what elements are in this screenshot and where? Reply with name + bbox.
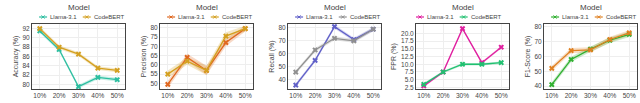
svg-text:Recall (%): Recall (%) [268, 40, 276, 72]
svg-text:30%: 30% [200, 92, 213, 99]
svg-text:50: 50 [278, 63, 286, 70]
svg-text:80: 80 [22, 81, 30, 88]
svg-text:10%: 10% [545, 92, 558, 99]
svg-text:50: 50 [534, 68, 542, 75]
svg-text:Llama-3.1: Llama-3.1 [50, 14, 77, 20]
svg-text:Llama-3.1: Llama-3.1 [427, 14, 454, 20]
svg-text:75: 75 [150, 33, 158, 40]
svg-text:Llama-3.1: Llama-3.1 [306, 14, 333, 20]
svg-text:20%: 20% [53, 92, 66, 99]
svg-text:80: 80 [150, 24, 158, 31]
svg-text:Model: Model [324, 3, 346, 12]
svg-text:70: 70 [278, 37, 286, 44]
svg-text:40%: 40% [91, 92, 104, 99]
svg-text:30%: 30% [72, 92, 85, 99]
svg-text:86: 86 [22, 53, 30, 60]
svg-text:10%: 10% [289, 92, 302, 99]
svg-text:40%: 40% [219, 92, 232, 99]
svg-text:40%: 40% [603, 92, 616, 99]
svg-text:CodeBERT: CodeBERT [94, 14, 125, 20]
svg-text:50%: 50% [367, 92, 380, 99]
svg-text:90: 90 [22, 34, 30, 41]
svg-text:65: 65 [150, 52, 158, 59]
svg-text:20.0: 20.0 [401, 30, 414, 37]
svg-text:80: 80 [278, 24, 286, 31]
svg-text:5.0: 5.0 [405, 76, 414, 83]
svg-text:20%: 20% [181, 92, 194, 99]
svg-text:7.5: 7.5 [405, 68, 414, 75]
svg-text:60: 60 [150, 61, 158, 68]
svg-text:Model: Model [580, 3, 602, 12]
svg-text:CodeBERT: CodeBERT [350, 14, 381, 20]
svg-text:F1-Score (%): F1-Score (%) [524, 36, 532, 78]
svg-text:55: 55 [150, 70, 158, 77]
svg-text:CodeBERT: CodeBERT [471, 14, 502, 20]
svg-text:Accuracy (%): Accuracy (%) [12, 36, 20, 78]
svg-text:84: 84 [22, 62, 30, 69]
svg-text:10%: 10% [161, 92, 174, 99]
svg-text:17.5: 17.5 [401, 37, 414, 44]
svg-text:FPR (%): FPR (%) [390, 43, 398, 70]
svg-text:2.5: 2.5 [405, 84, 414, 91]
svg-text:30%: 30% [584, 92, 597, 99]
svg-text:82: 82 [22, 71, 30, 78]
svg-text:Precision (%): Precision (%) [140, 36, 148, 78]
svg-text:60: 60 [278, 50, 286, 57]
svg-text:20%: 20% [565, 92, 578, 99]
svg-text:40: 40 [534, 82, 542, 89]
svg-text:12.5: 12.5 [401, 53, 414, 60]
svg-text:10%: 10% [417, 92, 430, 99]
svg-text:40%: 40% [475, 92, 488, 99]
svg-text:70: 70 [150, 43, 158, 50]
svg-text:10%: 10% [33, 92, 46, 99]
svg-text:CodeBERT: CodeBERT [222, 14, 253, 20]
svg-text:30%: 30% [456, 92, 469, 99]
svg-text:30%: 30% [328, 92, 341, 99]
svg-text:Model: Model [452, 3, 474, 12]
svg-text:10.0: 10.0 [401, 61, 414, 68]
svg-text:15.0: 15.0 [401, 45, 414, 52]
svg-text:50%: 50% [111, 92, 124, 99]
svg-text:80: 80 [534, 23, 542, 30]
svg-text:50: 50 [150, 80, 158, 87]
svg-text:50%: 50% [495, 92, 508, 99]
svg-text:70: 70 [534, 38, 542, 45]
svg-text:CodeBERT: CodeBERT [606, 14, 637, 20]
svg-text:Llama-3.1: Llama-3.1 [562, 14, 589, 20]
svg-text:50%: 50% [623, 92, 636, 99]
svg-text:92: 92 [22, 25, 30, 32]
svg-text:60: 60 [534, 53, 542, 60]
svg-text:Model: Model [68, 3, 90, 12]
svg-text:Llama-3.1: Llama-3.1 [178, 14, 205, 20]
svg-text:Model: Model [196, 3, 218, 12]
svg-text:40%: 40% [347, 92, 360, 99]
svg-text:88: 88 [22, 43, 30, 50]
svg-text:50%: 50% [239, 92, 252, 99]
svg-text:20%: 20% [309, 92, 322, 99]
svg-text:40: 40 [278, 76, 286, 83]
svg-text:20%: 20% [437, 92, 450, 99]
